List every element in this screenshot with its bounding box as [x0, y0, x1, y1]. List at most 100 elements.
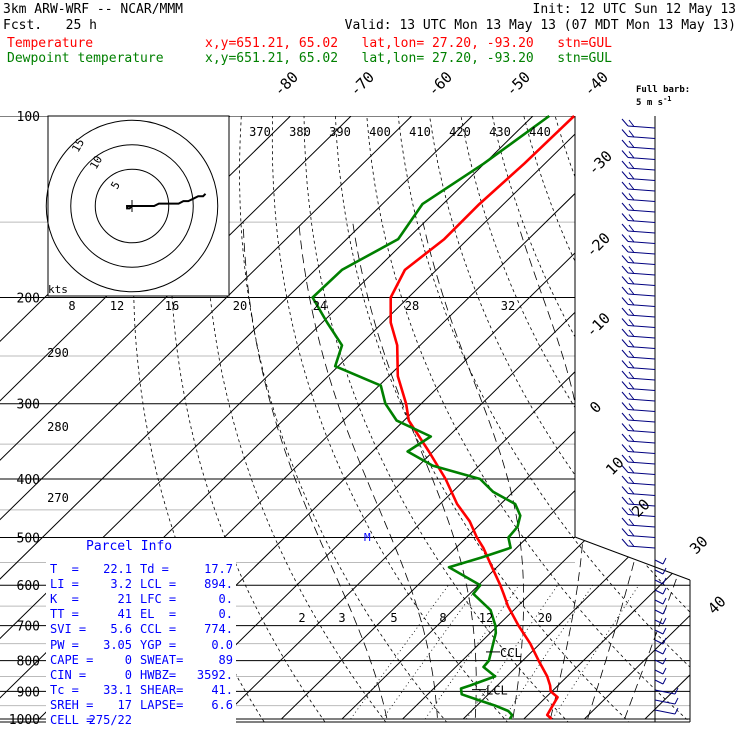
pressure-tick-label: 900	[17, 685, 40, 700]
parcel-label: LFC =	[140, 592, 177, 607]
theta-label: 430	[489, 125, 511, 139]
wind-barb	[621, 318, 656, 328]
wind-barb	[621, 297, 656, 307]
parcel-value: 894.	[204, 577, 233, 592]
dry-adiabat	[429, 116, 690, 722]
dry-adiabat	[239, 116, 456, 722]
barb-shaft	[627, 367, 656, 370]
barb-flag	[621, 150, 629, 158]
barb-flag	[628, 235, 635, 243]
wind-barb	[621, 528, 656, 538]
wind-barb	[621, 328, 656, 339]
model-title: 3km ARW-WRF -- NCAR/MMM	[3, 2, 184, 17]
parcel-row: TT = 41 EL = 0.	[50, 607, 236, 622]
barb-flag	[628, 172, 635, 180]
theta-label: 370	[249, 125, 271, 139]
barb-shaft	[654, 609, 664, 615]
barb-flag	[628, 256, 635, 264]
theta-side-label: 270	[47, 491, 69, 505]
wind-barb	[621, 486, 656, 496]
barb-flag	[621, 297, 629, 305]
barb-flag	[621, 381, 629, 389]
barb-flag	[621, 496, 629, 505]
dry-adiabat	[397, 116, 690, 722]
barb-flag	[662, 577, 667, 585]
barb-shaft	[654, 589, 664, 595]
dry-adiabat	[271, 116, 517, 722]
wind-barb	[621, 381, 656, 391]
wind-barb	[621, 181, 656, 192]
barb-shaft	[654, 599, 664, 605]
mixing-ratio-label: 2	[298, 611, 305, 625]
barb-flag	[621, 255, 629, 263]
moist-adiabat	[619, 222, 690, 722]
barb-flag	[621, 454, 629, 463]
barb-flag	[621, 349, 629, 358]
wind-barb	[621, 465, 656, 475]
parcel-value: 17	[117, 697, 132, 712]
wind-barb	[654, 607, 667, 615]
barb-flag	[628, 161, 635, 169]
pressure-tick-label: 1000	[9, 713, 40, 728]
dry-adiabat	[169, 116, 333, 722]
wind-barb	[654, 677, 667, 685]
theta-label: 400	[369, 125, 391, 139]
wind-barb	[654, 687, 679, 695]
barb-flag	[621, 360, 629, 368]
barb-flag	[621, 139, 629, 148]
isotherm-tick-label: -40	[580, 68, 612, 100]
parcel-label: SWEAT=	[140, 652, 184, 667]
barb-shaft	[627, 472, 656, 475]
parcel-row: CIN = 0 HWBZ= 3592.	[50, 668, 236, 683]
wind-barb	[621, 192, 656, 202]
dry-adiabat	[712, 116, 740, 732]
pressure-tick-label: 700	[17, 620, 40, 635]
isotherm-line	[220, 116, 690, 720]
wind-barb	[621, 444, 656, 454]
parcel-label: LCL =	[140, 577, 177, 592]
parcel-row: CELL = 275/22	[50, 713, 236, 728]
hodograph-ring	[70, 144, 194, 268]
wind-barb	[621, 118, 656, 129]
barb-scale-exponent: -1	[663, 95, 672, 103]
parcel-value: 3592.	[196, 667, 233, 682]
theta-label: 410	[409, 125, 431, 139]
legend-dewpoint-name: Dewpoint temperature	[7, 51, 164, 66]
sounding-traces	[311, 114, 575, 720]
wind-barb	[654, 597, 667, 605]
barb-flag	[674, 697, 679, 705]
parcel-value: 41	[117, 607, 132, 622]
hodograph-ring	[45, 119, 219, 293]
barb-flag	[621, 160, 629, 169]
barb-shaft	[654, 569, 664, 575]
moist-adiabat	[583, 222, 666, 722]
init-time: Init: 12 UTC Sun 12 May 13	[532, 2, 737, 17]
barb-shaft	[627, 157, 656, 160]
barb-shaft	[627, 451, 656, 454]
barb-scale-title: Full barb: 5 m s-1	[636, 86, 690, 108]
barb-flag	[621, 129, 629, 137]
barb-flag	[628, 497, 635, 505]
wind-barb	[621, 244, 656, 255]
parcel-label: CELL =	[50, 713, 94, 727]
barb-flag	[628, 214, 635, 222]
barb-flag	[628, 130, 635, 138]
dry-adiabat	[335, 116, 640, 722]
wind-barb	[654, 697, 679, 705]
isotherm-tick-label: 20	[628, 495, 654, 521]
parcel-label: CIN =	[50, 667, 87, 682]
parcel-label: PW =	[50, 637, 79, 652]
parcel-value: 3.2	[110, 577, 132, 592]
barb-flag	[621, 528, 629, 536]
barb-shaft	[627, 430, 656, 433]
dry-adiabat	[554, 116, 690, 722]
barb-flag	[662, 637, 667, 645]
parcel-value: 0.	[218, 607, 233, 622]
pressure-tick-label: 800	[17, 655, 40, 670]
barb-flag	[621, 118, 629, 127]
barb-shaft	[627, 251, 656, 255]
theta-label: 440	[529, 125, 551, 139]
parcel-info-title: Parcel Info	[86, 539, 173, 554]
isotherm-line	[402, 116, 690, 720]
barb-shaft	[627, 241, 656, 244]
